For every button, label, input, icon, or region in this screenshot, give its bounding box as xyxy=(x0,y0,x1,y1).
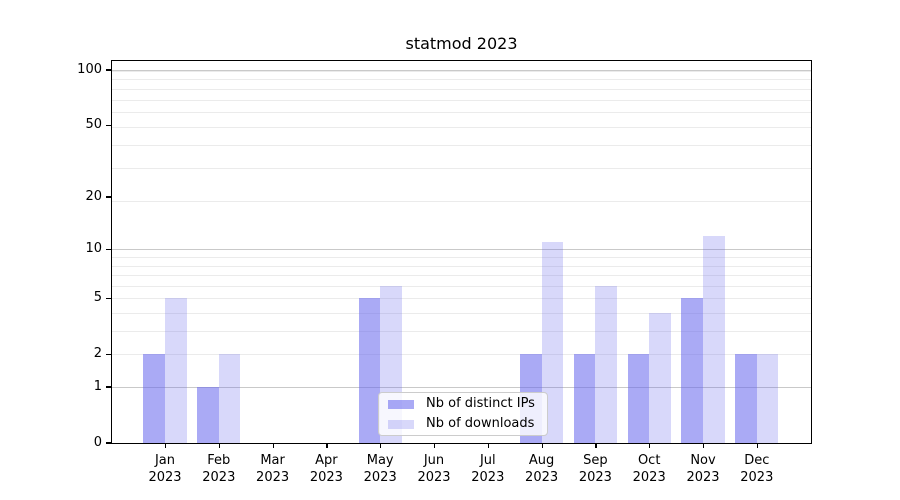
y-tick-5 xyxy=(106,297,112,299)
y-tick-label-10: 10 xyxy=(85,241,102,257)
bar-downloads-feb xyxy=(218,354,241,443)
bar-ips-jan xyxy=(143,354,165,443)
legend-swatch-ips xyxy=(388,399,414,409)
x-tick-may xyxy=(380,443,382,448)
y-tick-label-1: 1 xyxy=(93,379,102,394)
x-tick-jan xyxy=(165,443,167,448)
y-tick-label-2: 2 xyxy=(93,346,102,362)
minor-gridline xyxy=(112,79,811,81)
y-tick-label-100: 100 xyxy=(77,62,102,78)
minor-gridline xyxy=(112,70,811,72)
minor-gridline xyxy=(112,126,811,128)
bar-downloads-dec xyxy=(756,354,779,443)
minor-gridline xyxy=(112,144,811,146)
chart-title: statmod 2023 xyxy=(405,34,518,53)
legend-item-distinct-ips: Nb of distinct IPs xyxy=(388,396,538,412)
x-tick-label-jan: Jan 2023 xyxy=(148,453,182,485)
y-tick-2 xyxy=(106,353,112,355)
x-tick-label-jun: Jun 2023 xyxy=(417,453,451,485)
minor-gridline xyxy=(112,275,811,276)
plot-area: Nb of distinct IPs Nb of downloads Jan 2… xyxy=(77,60,812,485)
x-tick-label-dec: Dec 2023 xyxy=(740,453,774,485)
bar-downloads-sep xyxy=(595,285,618,443)
minor-gridline xyxy=(112,99,811,101)
bar-ips-sep xyxy=(573,354,596,443)
x-tick-oct xyxy=(649,443,651,448)
bar-ips-nov xyxy=(681,298,703,443)
x-tick-label-feb: Feb 2023 xyxy=(202,453,236,485)
y-tick-label-50: 50 xyxy=(85,117,102,133)
y-tick-label-5: 5 xyxy=(93,290,102,306)
x-tick-label-may: May 2023 xyxy=(363,453,397,485)
legend-label-downloads: Nb of downloads xyxy=(426,416,535,431)
legend-swatch-downloads xyxy=(388,419,414,429)
x-tick-label-jul: Jul 2023 xyxy=(471,453,505,485)
minor-gridline xyxy=(112,354,811,356)
x-tick-sep xyxy=(595,443,597,448)
x-tick-feb xyxy=(218,443,221,448)
major-gridline xyxy=(112,387,811,388)
x-tick-jul xyxy=(487,443,490,448)
minor-gridline xyxy=(112,312,811,314)
y-tick-20 xyxy=(106,196,112,198)
y-tick-50 xyxy=(106,124,112,126)
minor-gridline xyxy=(112,285,811,287)
y-tick-0 xyxy=(106,442,112,444)
x-tick-label-sep: Sep 2023 xyxy=(578,453,612,485)
major-gridline xyxy=(112,249,811,251)
x-tick-aug xyxy=(541,443,543,448)
bar-ips-may xyxy=(358,298,381,443)
minor-gridline xyxy=(112,331,811,332)
x-tick-nov xyxy=(703,443,705,448)
minor-gridline xyxy=(112,256,811,258)
minor-gridline xyxy=(112,168,811,170)
bar-downloads-nov xyxy=(703,235,725,443)
major-gridline xyxy=(112,70,811,72)
bar-ips-feb xyxy=(197,387,219,443)
bar-downloads-jan xyxy=(165,298,187,443)
legend-label-distinct-ips: Nb of distinct IPs xyxy=(426,396,535,411)
y-tick-100 xyxy=(106,69,112,71)
x-tick-label-nov: Nov 2023 xyxy=(686,453,720,485)
x-tick-dec xyxy=(756,443,759,448)
y-tick-1 xyxy=(106,386,112,388)
minor-gridline xyxy=(112,265,811,267)
legend: Nb of distinct IPs Nb of downloads xyxy=(378,392,548,436)
x-tick-label-aug: Aug 2023 xyxy=(525,453,559,485)
x-tick-label-apr: Apr 2023 xyxy=(309,453,343,485)
minor-gridline xyxy=(112,298,811,300)
minor-gridline xyxy=(112,88,811,90)
y-tick-label-20: 20 xyxy=(85,189,102,204)
legend-item-downloads: Nb of downloads xyxy=(388,416,538,432)
y-tick-10 xyxy=(106,248,112,250)
x-tick-jun xyxy=(434,443,436,448)
bar-downloads-oct xyxy=(649,312,671,443)
bar-ips-oct xyxy=(627,354,650,443)
y-tick-label-0: 0 xyxy=(93,435,102,450)
x-tick-label-oct: Oct 2023 xyxy=(632,453,666,485)
minor-gridline xyxy=(112,112,811,114)
minor-gridline xyxy=(112,200,811,202)
x-tick-mar xyxy=(272,443,274,448)
x-tick-label-mar: Mar 2023 xyxy=(256,453,290,485)
x-tick-apr xyxy=(326,443,328,448)
bar-ips-dec xyxy=(735,354,757,443)
